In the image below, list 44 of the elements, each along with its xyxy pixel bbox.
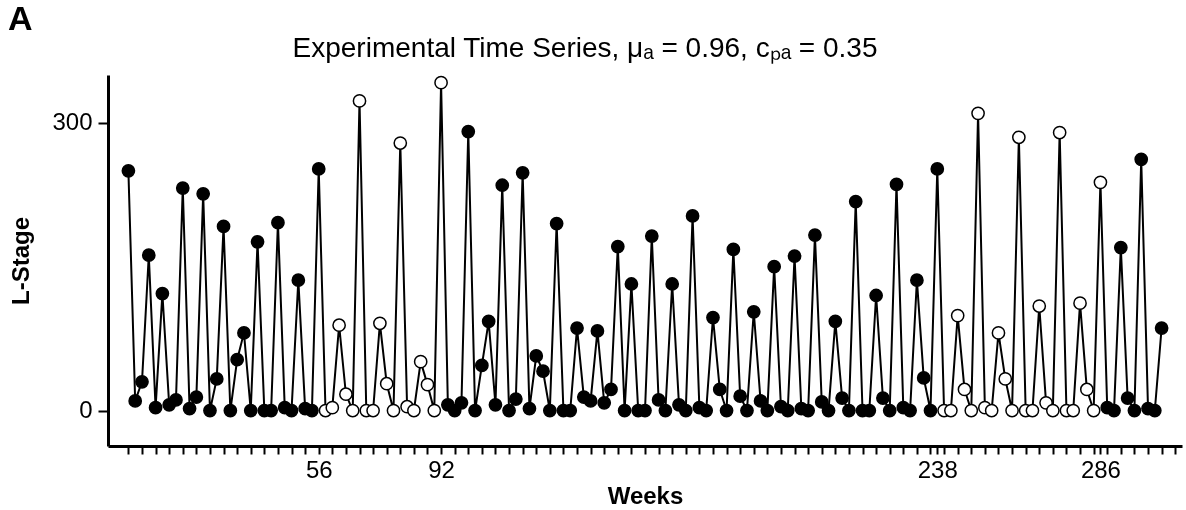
point xyxy=(420,377,435,392)
point xyxy=(393,136,408,150)
point xyxy=(1011,130,1026,145)
point xyxy=(1066,403,1081,418)
chart-title: Experimental Time Series, μₐ = 0.96, cₚₐ = 0.35 xyxy=(292,32,878,64)
point xyxy=(1086,403,1101,418)
point xyxy=(1045,403,1060,418)
point xyxy=(1032,299,1047,313)
point xyxy=(427,403,442,418)
point xyxy=(345,403,360,418)
x-tick-label: 56 xyxy=(305,455,333,483)
point xyxy=(366,403,380,418)
point xyxy=(339,387,353,402)
y-axis-title: L-Stage xyxy=(7,216,35,306)
point xyxy=(325,400,340,415)
point xyxy=(1093,175,1108,190)
y-tick-label: 0 xyxy=(79,396,93,424)
point xyxy=(1025,403,1040,418)
text: A xyxy=(8,0,33,37)
point xyxy=(379,376,394,391)
point xyxy=(1073,296,1087,311)
point xyxy=(1052,125,1067,140)
point xyxy=(998,372,1013,386)
point xyxy=(332,318,346,333)
point xyxy=(352,94,367,108)
point xyxy=(1079,382,1094,397)
point xyxy=(386,403,401,418)
point xyxy=(434,75,448,90)
point xyxy=(944,403,958,418)
point xyxy=(1005,403,1019,418)
point xyxy=(984,403,999,418)
x-tick-label: 286 xyxy=(1080,455,1121,483)
point xyxy=(373,316,387,331)
x-tick-label: 92 xyxy=(428,455,455,483)
y-tick-label: 300 xyxy=(52,108,93,136)
point xyxy=(957,382,972,397)
point xyxy=(413,354,428,369)
point xyxy=(971,106,985,121)
point xyxy=(407,403,421,418)
point xyxy=(964,403,979,418)
x-tick-label: 238 xyxy=(917,455,958,483)
point xyxy=(950,308,965,323)
x-axis-title: Weeks xyxy=(607,481,684,509)
point xyxy=(991,326,1006,340)
